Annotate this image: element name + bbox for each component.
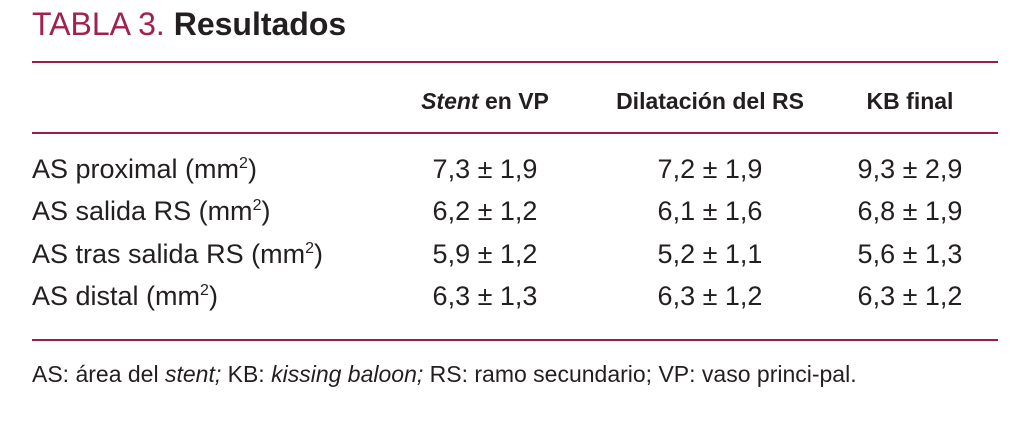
superscript: 2 (305, 240, 314, 257)
table-cell: 6,3 ± 1,2 (857, 281, 963, 311)
table-cell: 6,1 ± 1,6 (657, 196, 763, 226)
label-text: AS distal (mm (32, 281, 201, 311)
column-header: Dilatación del RS (616, 88, 804, 114)
footnote-text: AS: área del (32, 361, 165, 387)
table-cell: 6,3 ± 1,3 (432, 281, 538, 311)
footnote-text: RS: ramo secundario; VP: vaso princi-pal… (423, 361, 857, 387)
column-header: Stent en VP (421, 88, 549, 115)
label-text: ) (208, 281, 218, 311)
row-label: AS salida RS (mm2) (32, 196, 270, 227)
table-cell: 5,6 ± 1,3 (857, 239, 963, 269)
label-text: AS proximal (mm (32, 154, 240, 184)
label-text: ) (313, 239, 323, 269)
rule (32, 61, 998, 63)
label-text: ) (261, 196, 271, 226)
table-cell: 6,2 ± 1,2 (432, 196, 538, 226)
superscript: 2 (239, 155, 248, 172)
table-cell: 7,2 ± 1,9 (657, 154, 763, 184)
footnote-text: KB: (221, 361, 272, 387)
label-text: AS tras salida RS (mm (32, 239, 306, 269)
title-text: Resultados (173, 6, 347, 42)
table-number: TABLA 3. (32, 6, 165, 42)
header-text: en VP (484, 88, 549, 114)
table-cell: 9,3 ± 2,9 (857, 154, 963, 184)
table-cell: 5,2 ± 1,1 (657, 239, 763, 269)
superscript: 2 (200, 282, 209, 299)
column-header: KB final (866, 88, 954, 114)
label-text: ) (247, 154, 257, 184)
row-label: AS tras salida RS (mm2) (32, 239, 323, 270)
table-title: TABLA 3. Resultados (32, 6, 346, 43)
footnote: AS: área del stent; KB: kissing baloon; … (32, 356, 994, 392)
footnote-text: kissing baloon; (271, 361, 424, 387)
table-cell: 6,3 ± 1,2 (657, 281, 763, 311)
row-label: AS distal (mm2) (32, 281, 218, 312)
superscript: 2 (252, 197, 262, 214)
row-label: AS proximal (mm2) (32, 154, 257, 185)
table-cell: 5,9 ± 1,2 (432, 239, 538, 269)
label-text: AS salida RS (mm (32, 196, 253, 226)
table-cell: 7,3 ± 1,9 (432, 154, 538, 184)
rule (32, 132, 998, 134)
header-italic: Stent (421, 88, 479, 114)
table-cell: 6,8 ± 1,9 (857, 196, 963, 226)
rule (32, 339, 998, 341)
footnote-text: stent; (164, 361, 222, 387)
